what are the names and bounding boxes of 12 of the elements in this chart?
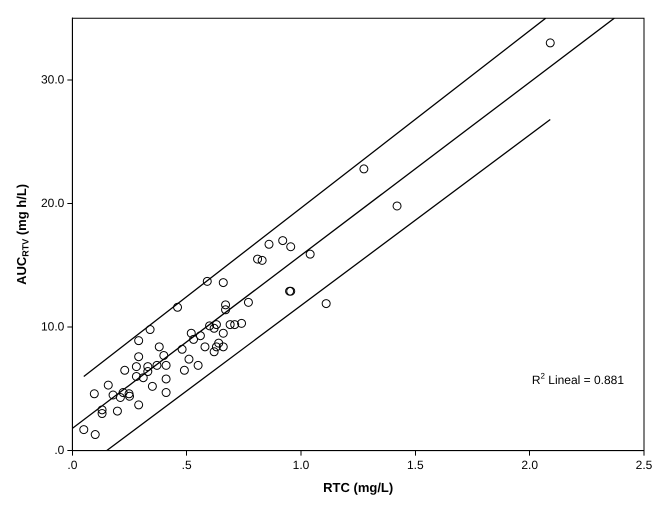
x-axis-title: RTC (mg/L): [323, 480, 394, 496]
x-tick-label: 1.0: [292, 458, 310, 472]
x-tick-label: .5: [182, 458, 192, 472]
x-tick-label: .0: [67, 458, 78, 472]
y-tick-label: 30.0: [40, 72, 65, 86]
y-axis-title: AUCRTV (mg h/L): [14, 184, 31, 285]
y-tick-label: 10.0: [40, 319, 65, 334]
y-tick-label: .0: [54, 442, 65, 457]
y-tick-label: 20.0: [40, 196, 65, 210]
x-tick-label: 2.0: [521, 458, 538, 472]
x-tick-label: 1.5: [407, 458, 424, 472]
x-tick-label: 2.5: [636, 458, 653, 472]
